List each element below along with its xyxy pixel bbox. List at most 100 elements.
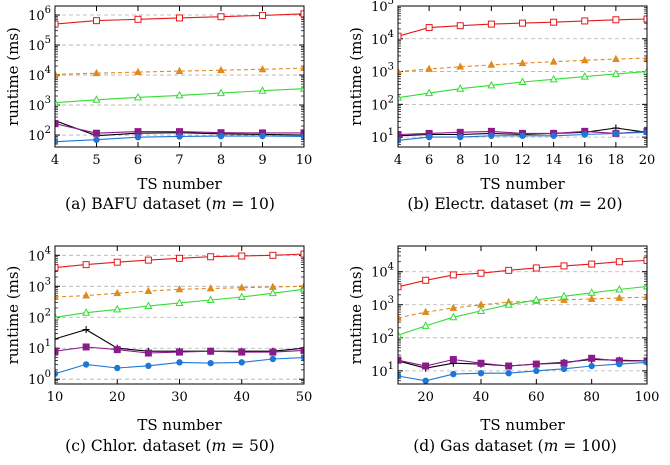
data-point: [487, 60, 496, 68]
data-point: [449, 356, 457, 364]
data-point: [615, 258, 623, 266]
y-tick-base: 10: [28, 373, 45, 388]
x-axis-label: TS number: [480, 175, 565, 193]
data-point: [92, 68, 101, 77]
data-point: [398, 356, 402, 364]
data-point: [134, 133, 142, 141]
x-axis-label: TS number: [137, 416, 222, 434]
data-point: [519, 132, 526, 139]
x-tick-label: 20: [639, 153, 656, 168]
data-point: [175, 90, 184, 99]
y-tick-label: 106: [28, 5, 51, 24]
data-point: [580, 55, 589, 64]
y-tick-label: 103: [28, 95, 51, 114]
x-tick-label: 60: [528, 390, 545, 405]
series-line: [398, 285, 647, 336]
data-point: [82, 326, 90, 334]
data-point: [82, 308, 91, 316]
y-tick-label: 102: [28, 307, 51, 326]
data-point: [217, 132, 225, 140]
data-point: [176, 348, 183, 356]
plot-frame: [54, 5, 305, 148]
data-point: [93, 136, 100, 143]
data-point: [144, 286, 153, 294]
data-point: [612, 130, 620, 137]
data-point: [560, 262, 568, 270]
data-point: [615, 293, 624, 301]
caption-variable: m: [212, 195, 227, 213]
x-tick-label: 10: [47, 390, 64, 405]
data-point: [299, 284, 304, 293]
y-tick-label: 102: [371, 328, 394, 347]
y-tick-base: 10: [28, 69, 45, 84]
data-point: [175, 284, 184, 293]
x-tick-label: 30: [171, 390, 188, 405]
data-point: [477, 359, 485, 367]
data-point: [176, 254, 183, 262]
data-point: [560, 365, 568, 373]
series-blue-circles: [398, 129, 647, 144]
data-point: [421, 321, 430, 329]
data-point: [422, 377, 429, 384]
data-point: [258, 64, 267, 73]
x-axis-label: TS number: [480, 416, 565, 434]
data-point: [560, 359, 568, 367]
x-tick-label: 20: [109, 390, 126, 405]
y-axis-label: runtime (ms): [4, 266, 22, 365]
data-point: [300, 10, 304, 18]
subfigure-caption: (d) Gas dataset (m = 100): [413, 437, 617, 455]
data-point: [398, 93, 403, 101]
y-tick-exponent: 3: [45, 276, 51, 287]
data-point: [550, 132, 557, 139]
series-red-squares: [55, 10, 304, 28]
series-blue-circles: [55, 354, 304, 377]
data-point: [519, 19, 526, 27]
data-point: [476, 306, 486, 314]
caption-prefix: (a) BAFU dataset (: [65, 195, 212, 213]
data-point: [449, 271, 457, 279]
data-point: [449, 312, 458, 321]
data-point: [300, 133, 304, 140]
x-tick-label: 6: [425, 153, 433, 168]
data-point: [643, 292, 647, 301]
y-tick-label: 103: [371, 295, 394, 314]
data-point: [560, 295, 568, 303]
y-tick-label: 102: [371, 94, 394, 113]
data-point: [217, 13, 225, 21]
y-tick-exponent: 2: [45, 307, 51, 318]
data-point: [425, 64, 433, 72]
y-tick-exponent: 1: [388, 127, 394, 138]
data-point: [588, 354, 596, 362]
y-tick-base: 10: [28, 311, 45, 326]
y-tick-exponent: 6: [45, 5, 51, 16]
data-point: [488, 132, 495, 139]
data-point: [398, 283, 402, 291]
y-tick-exponent: 4: [45, 65, 51, 76]
y-tick-base: 10: [28, 280, 45, 295]
data-point: [425, 133, 433, 141]
y-tick-exponent: 4: [388, 262, 394, 273]
plot-area: [55, 250, 304, 377]
plot-frame: [54, 245, 305, 385]
data-point: [587, 288, 596, 296]
y-axis-label: runtime (ms): [4, 27, 22, 126]
plot-area: [398, 256, 647, 384]
y-tick-base: 10: [28, 342, 45, 357]
y-tick-exponent: 1: [388, 361, 394, 372]
y-tick-exponent: 5: [388, 0, 394, 7]
series-orange-triangles: [55, 281, 304, 300]
data-point: [425, 24, 433, 32]
data-point: [92, 95, 101, 103]
series-line: [398, 296, 647, 319]
subfigure-caption: (a) BAFU dataset (m = 10): [65, 195, 275, 213]
y-tick-base: 10: [28, 39, 45, 54]
data-point: [134, 128, 142, 136]
data-point: [398, 32, 402, 40]
y-tick-base: 10: [28, 99, 45, 114]
y-tick-label: 105: [371, 0, 394, 15]
data-point: [217, 65, 225, 74]
data-point: [615, 284, 624, 293]
y-tick-label: 100: [28, 369, 51, 388]
